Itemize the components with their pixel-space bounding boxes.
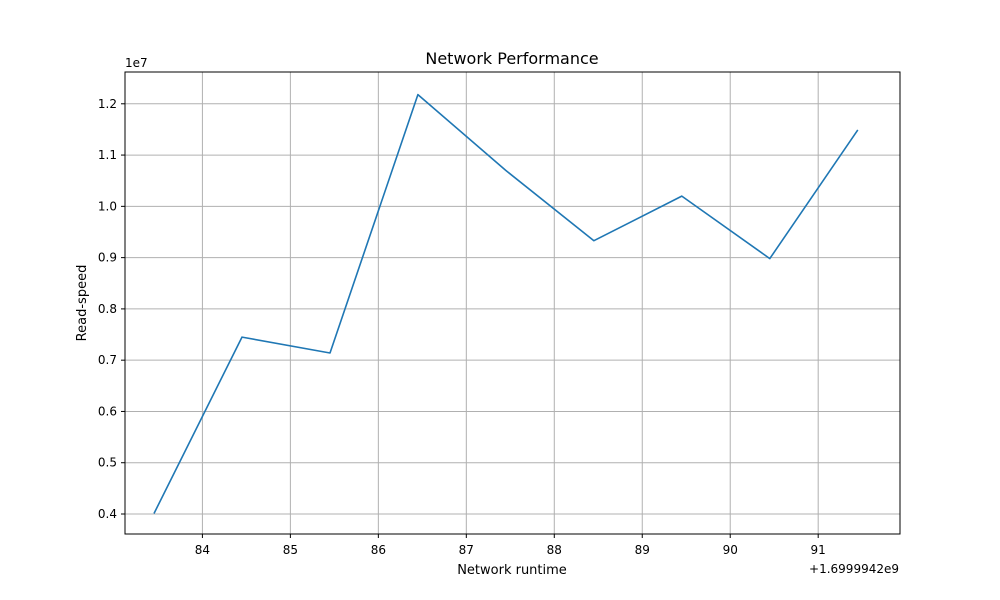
y-axis: 0.4 0.5 0.6 0.7 0.8 0.9 1.0 1.1 1.2 — [98, 97, 125, 521]
x-tick-label: 91 — [811, 543, 826, 557]
y-tick-label: 0.6 — [98, 404, 117, 418]
x-offset-label: +1.6999942e9 — [809, 562, 899, 576]
x-tick-label: 88 — [547, 543, 562, 557]
y-scale-label: 1e7 — [125, 56, 148, 70]
x-tick-label: 87 — [459, 543, 474, 557]
x-tick-label: 85 — [283, 543, 298, 557]
y-tick-label: 1.1 — [98, 148, 117, 162]
y-tick-label: 0.7 — [98, 353, 117, 367]
x-tick-label: 89 — [635, 543, 650, 557]
plot-frame — [124, 71, 901, 535]
x-axis: 84 85 86 87 88 89 90 91 — [195, 534, 826, 557]
y-axis-label: Read-speed — [75, 265, 90, 342]
series-layer — [153, 93, 859, 514]
x-tick-label: 90 — [723, 543, 738, 557]
series-line — [153, 93, 859, 514]
y-tick-label: 0.4 — [98, 507, 117, 521]
x-axis-label: Network runtime — [457, 563, 567, 578]
x-tick-label: 84 — [195, 543, 210, 557]
y-tick-label: 0.8 — [98, 302, 117, 316]
y-tick-label: 0.9 — [98, 251, 117, 265]
x-tick-label: 86 — [371, 543, 386, 557]
y-tick-label: 1.2 — [98, 97, 117, 111]
y-tick-label: 1.0 — [98, 199, 117, 213]
y-tick-label: 0.5 — [98, 456, 117, 470]
chart-title: Network Performance — [425, 49, 598, 68]
grid — [125, 72, 900, 534]
